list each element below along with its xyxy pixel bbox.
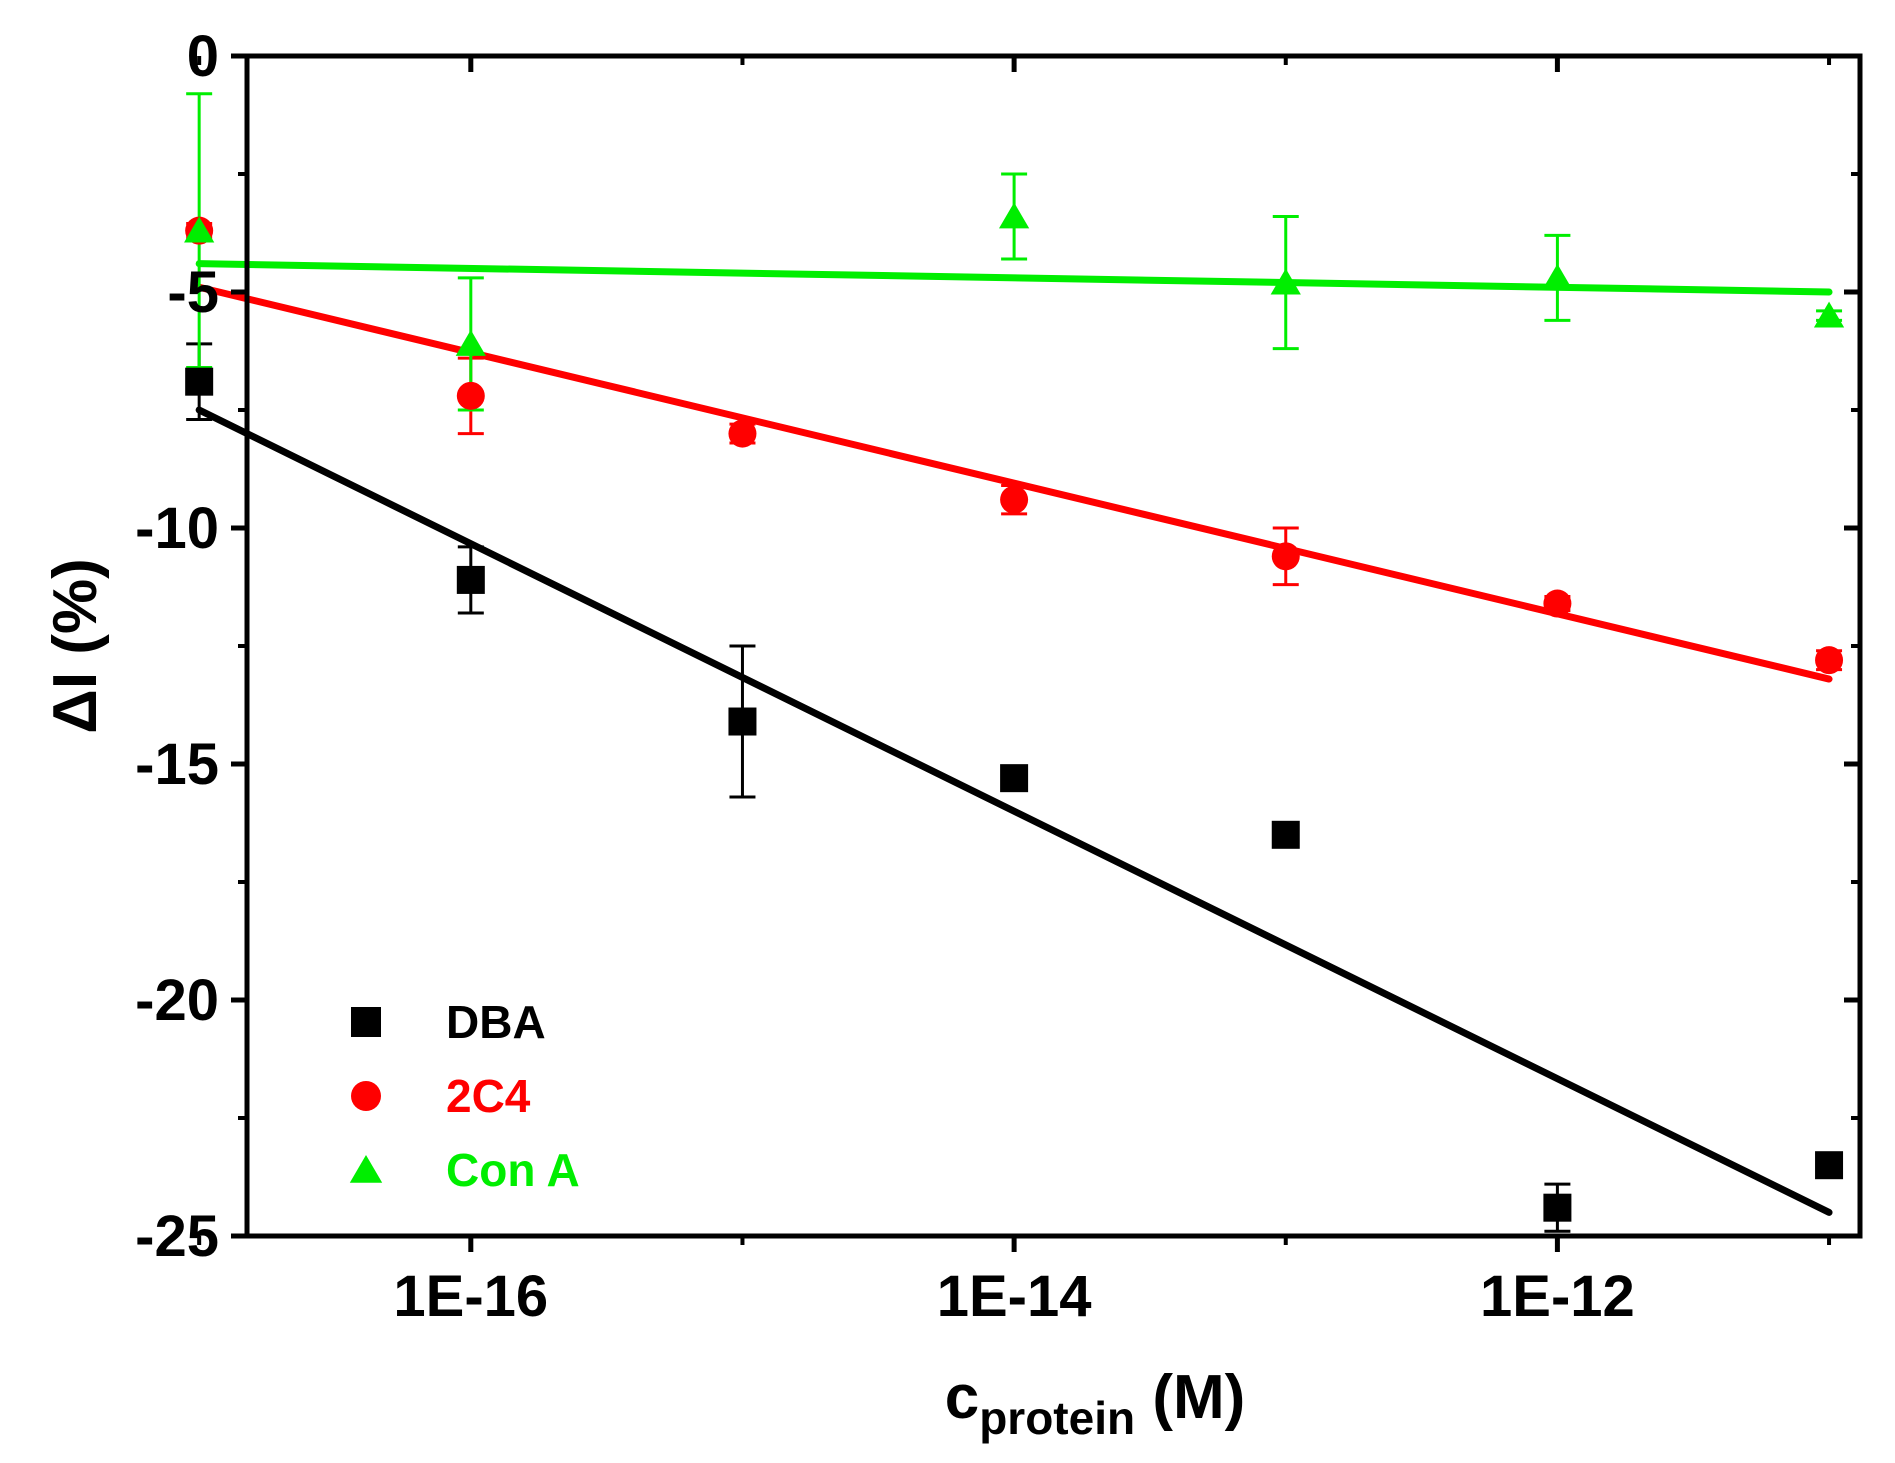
dba-legend-marker (351, 1007, 381, 1037)
dba-point (456, 565, 485, 594)
plot-frame (244, 53, 1863, 1239)
con-a-point (1542, 263, 1573, 290)
2c4-point (1271, 542, 1300, 571)
x-tick-label: 1E-12 (1480, 1264, 1635, 1329)
x-axis-title-subscript: protein (979, 1392, 1135, 1444)
dba-point (728, 707, 757, 736)
con-a-point (455, 329, 486, 356)
2c4-point (1543, 589, 1572, 618)
dba-point (1271, 820, 1300, 849)
dba-point (1815, 1151, 1844, 1180)
con-a-point (184, 216, 215, 243)
y-tick-label: -20 (135, 968, 219, 1033)
con-a-point (998, 202, 1030, 229)
x-axis-title-main: c (945, 1363, 979, 1432)
dba-point (1543, 1193, 1572, 1222)
x-tick-label: 1E-14 (937, 1264, 1092, 1329)
2c4-point (456, 381, 485, 410)
x-axis-ticks: 1E-16 1E-14 1E-12 (197, 56, 1832, 1329)
con-a-point (1270, 268, 1301, 295)
2c4-legend-marker (351, 1081, 381, 1111)
x-axis-title-unit: (M) (1135, 1363, 1245, 1432)
2c4-point (1000, 485, 1029, 514)
data-points (184, 202, 1845, 1222)
y-tick-label: -5 (167, 260, 219, 325)
con-a-legend-label: Con A (446, 1144, 580, 1196)
y-tick-label: -15 (135, 732, 219, 797)
con-a-point (1813, 301, 1845, 328)
fit-lines (195, 260, 1833, 1216)
y-tick-label: 0 (187, 24, 219, 89)
2c4-legend-label: 2C4 (446, 1070, 531, 1122)
x-axis-title: cprotein (M) (945, 1363, 1246, 1444)
y-tick-label: -25 (135, 1204, 219, 1269)
dba-point (1000, 764, 1029, 793)
2c4-point (1815, 646, 1844, 675)
dba-point (185, 367, 214, 396)
y-axis-ticks: 0 -5 -10 -15 -20 -25 (135, 24, 1860, 1269)
2c4-point (728, 419, 757, 448)
2c4-fit-line (195, 283, 1833, 683)
con-a-fit-line (195, 260, 1833, 296)
y-axis-title: ΔI (%) (41, 558, 110, 733)
dba-legend-label: DBA (446, 996, 546, 1048)
con-a-legend-marker (349, 1155, 383, 1183)
x-tick-label: 1E-16 (393, 1264, 548, 1329)
y-tick-label: -10 (135, 496, 219, 561)
dba-fit-line (195, 406, 1833, 1216)
legend: DBA 2C4 Con A (349, 996, 580, 1196)
